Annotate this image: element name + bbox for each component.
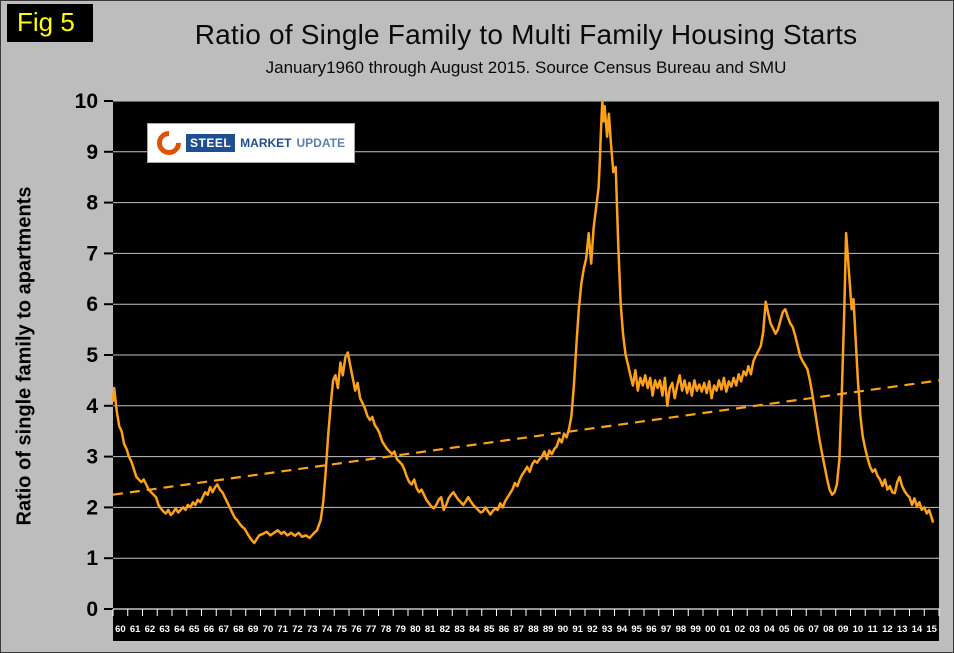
x-tick-label: 14 — [912, 624, 923, 635]
x-tick-label: 07 — [808, 624, 819, 635]
x-tick-label: 92 — [587, 624, 598, 635]
x-tick-label: 71 — [277, 624, 288, 635]
x-tick-label: 74 — [322, 624, 333, 635]
x-tick-label: 96 — [646, 624, 657, 635]
x-tick-label: 81 — [425, 624, 436, 635]
x-tick-label: 01 — [720, 624, 731, 635]
x-tick-label: 86 — [499, 624, 510, 635]
y-tick-label: 9 — [86, 141, 98, 164]
x-tick-label: 68 — [233, 624, 244, 635]
x-tick-label: 76 — [351, 624, 362, 635]
y-tick-label: 8 — [86, 192, 98, 215]
x-tick-label: 97 — [661, 624, 672, 635]
x-tick-label: 95 — [631, 624, 642, 635]
x-tick-label: 61 — [130, 624, 141, 635]
y-tick-label: 3 — [86, 446, 98, 469]
trend-line — [112, 379, 940, 496]
y-axis-label: Ratio of single family to apartments — [13, 186, 36, 526]
x-tick-label: 62 — [145, 624, 156, 635]
x-tick-label: 05 — [779, 624, 790, 635]
series-line — [111, 99, 935, 545]
y-tick-label: 0 — [86, 598, 98, 621]
x-tick-label: 08 — [823, 624, 834, 635]
x-tick-label: 60 — [115, 624, 126, 635]
y-tick-label: 5 — [86, 344, 98, 367]
x-tick-label: 11 — [868, 624, 879, 635]
x-tick-label: 98 — [676, 624, 687, 635]
y-tick-label: 7 — [86, 242, 98, 265]
x-tick-label: 06 — [794, 624, 805, 635]
logo-text-market: MARKET — [240, 136, 292, 150]
x-tick-label: 84 — [469, 624, 480, 635]
x-tick-label: 65 — [189, 624, 200, 635]
logo-text-update: UPDATE — [296, 136, 345, 150]
figure-number-label: Fig 5 — [7, 4, 93, 42]
x-tick-label: 13 — [897, 624, 908, 635]
x-tick-label: 77 — [366, 624, 377, 635]
x-tick-label: 02 — [735, 624, 746, 635]
x-tick-label: 03 — [749, 624, 760, 635]
x-tick-label: 69 — [248, 624, 259, 635]
x-tick-label: 80 — [410, 624, 421, 635]
x-tick-label: 87 — [513, 624, 524, 635]
x-tick-label: 99 — [690, 624, 701, 635]
x-tick-label: 70 — [263, 624, 274, 635]
x-tick-label: 04 — [764, 624, 775, 635]
x-tick-label: 67 — [218, 624, 229, 635]
y-tick-label: 6 — [86, 293, 98, 316]
x-tick-label: 12 — [882, 624, 893, 635]
x-tick-label: 75 — [336, 624, 347, 635]
x-tick-label: 89 — [543, 624, 554, 635]
smu-swoosh-icon — [152, 126, 186, 160]
chart-title: Ratio of Single Family to Multi Family H… — [194, 19, 858, 50]
plot-area — [113, 101, 939, 641]
x-tick-label: 78 — [381, 624, 392, 635]
x-tick-label: 73 — [307, 624, 318, 635]
steel-market-update-logo: STEEL MARKET UPDATE — [147, 123, 355, 163]
x-tick-label: 09 — [838, 624, 849, 635]
logo-text-steel: STEEL — [186, 134, 236, 152]
x-tick-label: 82 — [440, 624, 451, 635]
x-tick-label: 10 — [853, 624, 864, 635]
x-tick-label: 72 — [292, 624, 303, 635]
x-tick-label: 85 — [484, 624, 495, 635]
x-tick-label: 83 — [454, 624, 465, 635]
y-tick-label: 2 — [86, 496, 98, 519]
x-tick-label: 94 — [617, 624, 628, 635]
x-tick-label: 66 — [204, 624, 215, 635]
x-tick-label: 63 — [159, 624, 170, 635]
y-tick-label: 4 — [86, 395, 98, 418]
x-tick-label: 91 — [572, 624, 583, 635]
y-tick-label: 1 — [86, 547, 98, 570]
x-tick-label: 88 — [528, 624, 539, 635]
x-tick-label: 90 — [558, 624, 569, 635]
chart-subtitle: January1960 through August 2015. Source … — [265, 58, 787, 77]
x-tick-label: 00 — [705, 624, 716, 635]
x-tick-label: 79 — [395, 624, 406, 635]
x-tick-label: 15 — [926, 624, 937, 635]
x-tick-label: 64 — [174, 624, 185, 635]
y-tick-label: 10 — [75, 90, 98, 113]
x-tick-label: 93 — [602, 624, 613, 635]
